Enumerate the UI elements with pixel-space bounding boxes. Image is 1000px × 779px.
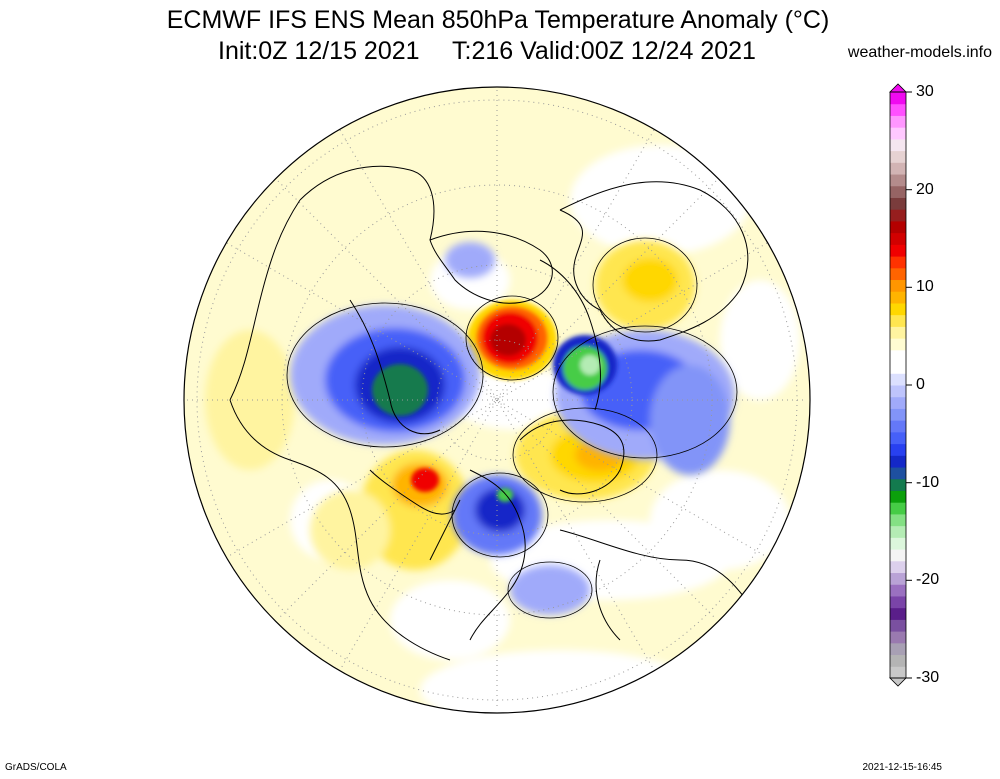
colorbar-cell [890, 619, 906, 632]
colorbar-cell [890, 513, 906, 527]
colorbar-cell [890, 373, 906, 386]
init-time: Init:0Z 12/15 2021 [218, 37, 420, 65]
colorbar-cell [890, 256, 906, 269]
very-cold-cores [372, 335, 617, 502]
colorbar-cell [890, 162, 906, 175]
colorbar-cell [890, 560, 906, 574]
colorbar-cell [890, 197, 906, 210]
colorbar-cell [890, 103, 906, 116]
coastlines [229, 165, 761, 661]
colorbar-ticks [906, 91, 912, 679]
colorbar-label-0: 0 [916, 376, 925, 393]
generated-timestamp: 2021-12-15-16:45 [862, 762, 942, 773]
colorbar-cell [890, 92, 906, 105]
colorbar-cell [890, 607, 906, 620]
colorbar-cell [890, 572, 906, 585]
colorbar-cell [890, 549, 906, 562]
colorbar-cell [890, 185, 906, 198]
colorbar-cell [890, 642, 906, 656]
colorbar-label-neg20: -20 [916, 571, 940, 588]
colorbar-cell [890, 279, 906, 292]
colorbar-cell [890, 631, 906, 644]
colorbar-cell [890, 232, 906, 245]
colorbar-cell [890, 338, 906, 351]
colorbar-cell [890, 431, 906, 445]
colorbar-cell [890, 396, 906, 409]
map-subtitle: Init:0Z 12/15 2021 T:216 Valid:00Z 12/24… [0, 37, 1000, 67]
colorbar-cell [890, 244, 906, 257]
colorbar-cell [890, 326, 906, 339]
colorbar-label-neg10: -10 [916, 474, 940, 491]
software-credit: GrADS/COLA [5, 762, 67, 773]
colorbar-cell [890, 408, 906, 421]
colorbar-cell [890, 455, 906, 468]
colorbar-cell [890, 595, 906, 609]
colorbar-cell [890, 209, 906, 222]
colorbar-label-20: 20 [916, 181, 934, 198]
colorbar-bottom-arrow [889, 677, 907, 687]
colorbar-cell [890, 314, 906, 327]
colorbar-cell [890, 138, 906, 152]
colorbar-cell [890, 385, 906, 398]
colorbar-cell [890, 584, 906, 597]
colorbar-cell [890, 443, 906, 456]
colorbar-cell [890, 127, 906, 140]
colorbar-cell [890, 115, 906, 128]
anomaly-contours [286, 237, 738, 619]
colorbar-cell [890, 654, 906, 667]
colorbar-top-arrow [889, 83, 907, 93]
colorbar-cell [890, 302, 906, 316]
map-border [183, 86, 811, 714]
colorbar-cell [890, 666, 906, 679]
hot-anomaly [411, 300, 557, 492]
colorbar-cell [890, 267, 906, 281]
graticule [187, 90, 807, 710]
colorbar-cell [890, 490, 906, 503]
colorbar-label-neg30: -30 [916, 669, 940, 686]
colorbar-cell [890, 478, 906, 491]
colorbar-cell [890, 537, 906, 550]
colorbar-cell [890, 525, 906, 538]
colorbar-cell [890, 220, 906, 234]
source-credit: weather-models.info [847, 44, 992, 61]
colorbar-cell [890, 502, 906, 515]
colorbar-cell [890, 349, 906, 363]
colorbar-label-30: 30 [916, 83, 934, 100]
colorbar-cell [890, 361, 906, 374]
colorbar-cell [890, 467, 906, 480]
colorbar-cell [890, 420, 906, 433]
colorbar-cell [890, 174, 906, 187]
map-title: ECMWF IFS ENS Mean 850hPa Temperature An… [166, 6, 830, 34]
colorbar-label-10: 10 [916, 278, 934, 295]
colorbar-cells [890, 92, 906, 679]
valid-time: T:216 Valid:00Z 12/24 2021 [452, 37, 756, 65]
colorbar-cell [890, 150, 906, 163]
colorbar-cell [890, 291, 906, 304]
